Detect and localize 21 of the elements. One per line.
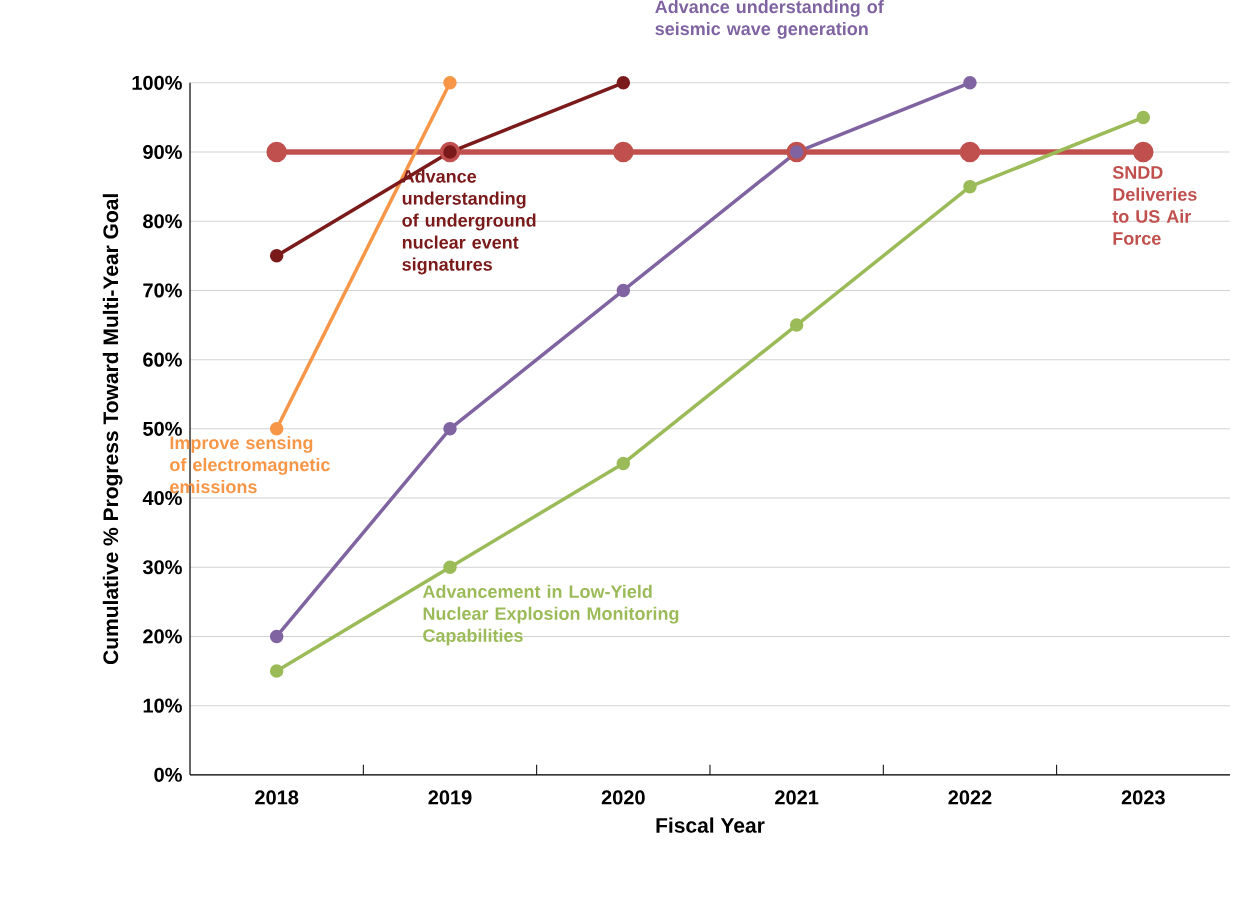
y-tick-label: 100% — [132, 75, 182, 90]
x-tick-label: 2023 — [1121, 790, 1165, 805]
y-tick-label: 60% — [143, 352, 182, 367]
y-tick-label: 80% — [143, 214, 182, 229]
x-tick-label: 2021 — [775, 790, 819, 805]
x-tick-label: 2018 — [255, 790, 299, 805]
y-tick-label: 50% — [143, 421, 182, 436]
y-tick-label: 10% — [143, 698, 182, 713]
x-tick-label: 2020 — [601, 790, 645, 805]
series-label: SNDD Deliveries to US Air Force — [1112, 166, 1197, 245]
y-tick-label: 90% — [143, 145, 182, 160]
text: Advance understanding of seismic wave generation — [655, 0, 884, 39]
y-tick-label: 0% — [154, 767, 182, 782]
y-tick-label: 30% — [142, 560, 182, 575]
x-tick-label: 2022 — [948, 790, 992, 805]
y-tick-label: 70% — [143, 283, 182, 298]
y-tick-label: 20% — [143, 629, 182, 644]
series-label: Advancement in Low-Yield Nuclear Explosion Monitoring Capabilities — [422, 584, 679, 646]
y-axis-title: Cumulative % Progress Toward Multi-Year Goal — [102, 194, 123, 665]
x-axis-title: Fiscal Year — [656, 817, 765, 833]
x-tick-label: 2019 — [428, 790, 472, 805]
